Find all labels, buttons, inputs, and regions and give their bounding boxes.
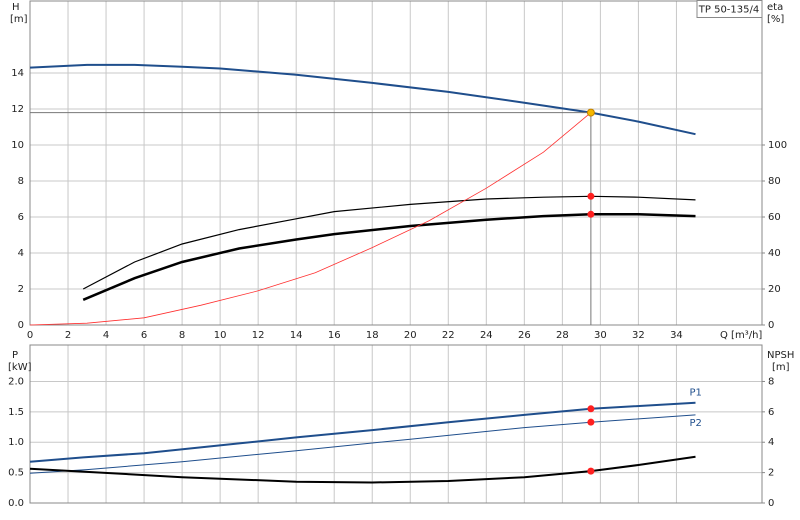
series-line	[29, 63, 696, 136]
title-box	[696, 0, 763, 18]
y-tick-label: 10	[11, 140, 24, 151]
chart-title: TP 50-135/4	[698, 5, 759, 16]
y-tick-label: 2.0	[8, 376, 24, 387]
x-tick-label: 22	[442, 330, 455, 341]
y-tick-label: 4	[18, 248, 24, 259]
series-label: P2	[689, 418, 701, 429]
x-tick-label: 30	[594, 330, 607, 341]
duty-point	[587, 467, 595, 475]
y-tick-label: 12	[11, 104, 24, 115]
y2-axis-unit: [%]	[767, 14, 784, 25]
y-tick-label: 1.0	[8, 437, 24, 448]
y2-tick-label: 40	[768, 248, 781, 259]
series-line	[82, 195, 696, 290]
y2-tick-label: 6	[768, 407, 774, 418]
x-tick-label: 16	[328, 330, 341, 341]
series-line	[82, 213, 696, 301]
y2-tick-label: 100	[768, 140, 787, 151]
y-tick-label: 14	[11, 68, 24, 79]
y2-tick-label: 2	[768, 468, 774, 479]
y2-tick-label: 20	[768, 284, 781, 295]
y-axis-label: P	[12, 350, 18, 361]
duty-point	[587, 192, 595, 200]
duty-point	[587, 405, 595, 413]
x-tick-label: 34	[670, 330, 683, 341]
x-tick-label: 10	[214, 330, 227, 341]
series-line	[29, 414, 696, 474]
x-tick-label: 0	[27, 330, 33, 341]
y-axis-unit: [m]	[10, 14, 28, 25]
y2-tick-label: 0	[768, 320, 774, 331]
plot-frame	[29, 0, 763, 326]
y-tick-label: 8	[18, 176, 24, 187]
y2-tick-label: 0	[768, 498, 774, 509]
y-axis-label: H	[12, 2, 20, 13]
x-tick-label: 6	[141, 330, 147, 341]
y2-tick-label: 60	[768, 212, 781, 223]
x-tick-label: 14	[290, 330, 303, 341]
x-tick-label: 28	[556, 330, 569, 341]
x-tick-label: 12	[252, 330, 265, 341]
series-label: P1	[689, 388, 701, 399]
y-tick-label: 2	[18, 284, 24, 295]
series-line	[29, 455, 696, 484]
x-tick-label: 2	[65, 330, 71, 341]
y2-tick-label: 4	[768, 437, 774, 448]
y-tick-label: 0	[18, 320, 24, 331]
x-axis-label: Q [m³/h]	[720, 330, 762, 341]
x-tick-label: 4	[103, 330, 109, 341]
x-tick-label: 8	[179, 330, 185, 341]
y-tick-label: 0.5	[8, 468, 24, 479]
y2-tick-label: 8	[768, 376, 774, 387]
series-line	[29, 112, 592, 326]
x-tick-label: 20	[404, 330, 417, 341]
y2-tick-label: 80	[768, 176, 781, 187]
x-tick-label: 18	[366, 330, 379, 341]
y2-axis-label: eta	[767, 2, 783, 13]
duty-point	[587, 418, 595, 426]
x-tick-label: 24	[480, 330, 493, 341]
y-axis-unit: [kW]	[8, 362, 32, 373]
y-tick-label: 1.5	[8, 407, 24, 418]
y2-axis-unit: [m]	[772, 362, 790, 373]
y-tick-label: 6	[18, 212, 24, 223]
series-line	[29, 401, 696, 463]
duty-point	[586, 108, 595, 117]
x-tick-label: 26	[518, 330, 531, 341]
y-tick-label: 0.0	[8, 498, 24, 509]
y2-axis-label: NPSH	[767, 350, 794, 361]
x-tick-label: 32	[632, 330, 645, 341]
duty-point	[587, 210, 595, 218]
plot-frame	[29, 344, 763, 504]
